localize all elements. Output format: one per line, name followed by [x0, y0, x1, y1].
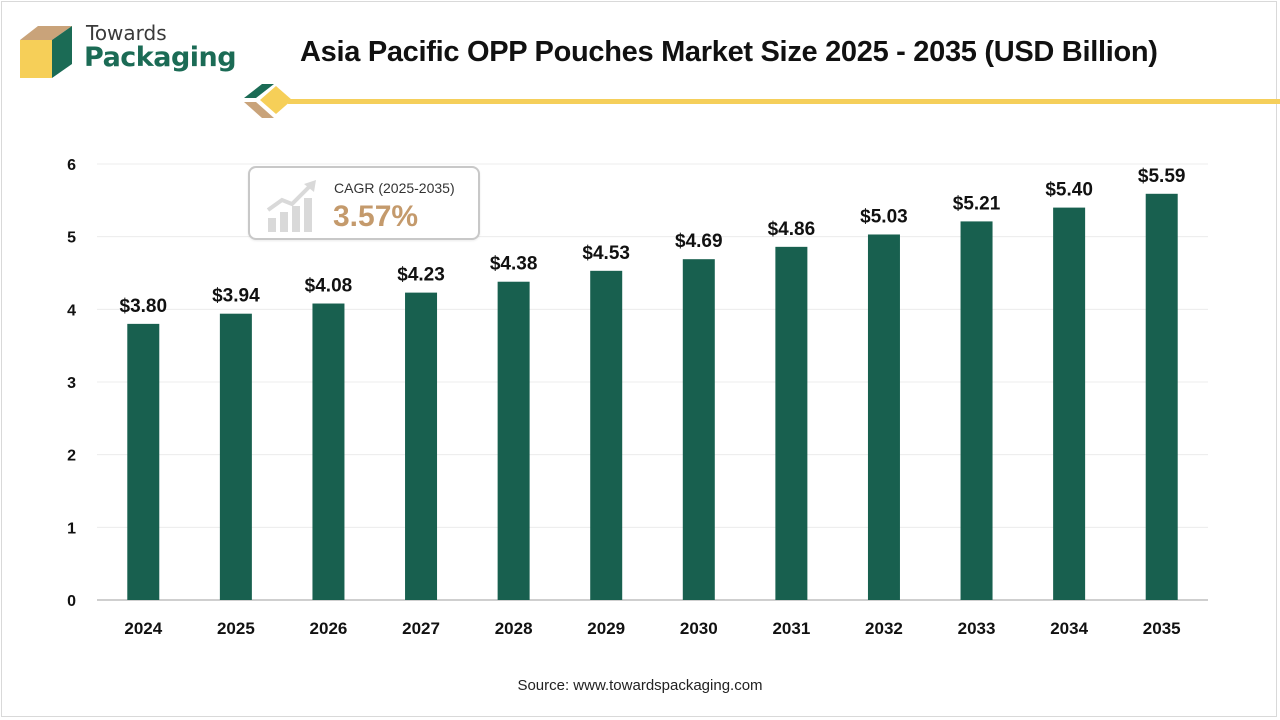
- cagr-value: 3.57%: [333, 200, 419, 233]
- y-tick-label: 3: [67, 375, 76, 392]
- bar: [497, 281, 530, 600]
- title-underline: [288, 99, 1280, 104]
- y-tick-label: 1: [67, 520, 76, 537]
- x-tick-label: 2031: [772, 619, 810, 638]
- data-label: $4.69: [675, 231, 723, 252]
- data-label: $4.53: [582, 243, 630, 264]
- data-label: $3.80: [120, 296, 168, 317]
- chart-title: Asia Pacific OPP Pouches Market Size 202…: [300, 36, 1158, 68]
- bar: [775, 246, 808, 600]
- x-tick-label: 2033: [958, 619, 996, 638]
- y-tick-label: 5: [67, 230, 76, 247]
- y-tick-label: 2: [67, 448, 76, 465]
- x-tick-label: 2029: [587, 619, 625, 638]
- bar: [127, 323, 160, 600]
- x-tick-label: 2026: [310, 619, 348, 638]
- brand-name-top: Towards: [86, 21, 167, 45]
- bar: [1053, 207, 1086, 600]
- bar: [590, 270, 623, 600]
- cagr-label: CAGR (2025-2035): [334, 180, 455, 196]
- bar: [867, 234, 900, 600]
- x-tick-label: 2028: [495, 619, 533, 638]
- data-label: $4.86: [768, 219, 816, 240]
- data-label: $4.38: [490, 254, 538, 275]
- data-label: $5.03: [860, 206, 908, 227]
- data-label: $4.08: [305, 276, 353, 297]
- y-tick-label: 4: [67, 302, 76, 319]
- box-logo-icon: [20, 26, 72, 78]
- data-label: $5.59: [1138, 166, 1186, 187]
- bar: [219, 313, 252, 600]
- data-label: $4.23: [397, 265, 445, 286]
- bar: [960, 221, 993, 600]
- data-label: $5.40: [1045, 180, 1093, 201]
- x-tick-label: 2030: [680, 619, 718, 638]
- source-note: Source: www.towardspackaging.com: [517, 677, 763, 694]
- growth-chart-icon: [266, 180, 316, 232]
- x-tick-label: 2035: [1143, 619, 1181, 638]
- y-tick-label: 0: [67, 593, 76, 610]
- x-tick-label: 2024: [124, 619, 162, 638]
- x-tick-label: 2027: [402, 619, 440, 638]
- brand-name-bottom: Packaging: [84, 42, 237, 73]
- x-tick-label: 2034: [1050, 619, 1088, 638]
- bar: [312, 303, 345, 600]
- cagr-callout: CAGR (2025-2035) 3.57%: [248, 166, 480, 240]
- brand-logo: Towards Packaging: [16, 20, 246, 82]
- x-tick-label: 2025: [217, 619, 255, 638]
- bar: [1145, 193, 1178, 600]
- y-tick-label: 6: [67, 157, 76, 174]
- data-label: $3.94: [212, 286, 260, 307]
- bar: [682, 259, 715, 600]
- x-tick-label: 2032: [865, 619, 903, 638]
- bar: [405, 292, 438, 600]
- data-label: $5.21: [953, 193, 1001, 214]
- diamond-accent-icon: [244, 84, 292, 118]
